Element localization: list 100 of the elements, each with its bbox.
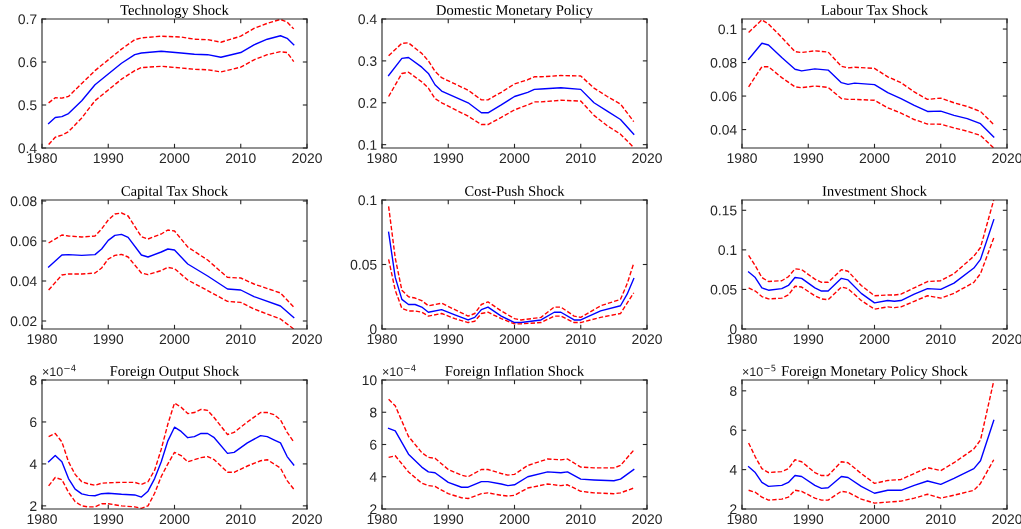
x-tick-label: 2020 — [992, 334, 1021, 345]
x-tick-label: 1990 — [793, 334, 824, 345]
y-tick-label: 4 — [729, 465, 737, 475]
y-tick-label: 0 — [729, 324, 737, 335]
line-series — [47, 253, 295, 329]
x-tick-label: 2000 — [859, 334, 890, 345]
x-tick-label: 2010 — [566, 334, 596, 345]
x-tick-label: 2010 — [566, 153, 596, 164]
y-tick-label: 4 — [29, 459, 37, 469]
line-series — [387, 56, 635, 135]
x-tick-label: 2010 — [566, 514, 596, 525]
line-series — [387, 398, 635, 478]
chart-title: Labour Tax Shock — [821, 4, 929, 15]
y-tick-label: 6 — [30, 417, 37, 428]
x-tick-label: 2010 — [926, 334, 956, 345]
x-tick-label: 2010 — [226, 334, 256, 345]
line-series — [747, 419, 995, 494]
line-series — [387, 71, 635, 148]
y-tick-label: 0.1 — [358, 195, 377, 206]
x-tick-label: 2020 — [632, 334, 662, 345]
y-tick-label: 8 — [370, 407, 377, 418]
y-tick-label: 0.4 — [358, 14, 377, 25]
y-tick-label: 0.08 — [10, 196, 37, 207]
y-tick-label: 4 — [369, 472, 377, 482]
x-tick-label: 2010 — [926, 153, 956, 164]
line-series — [387, 205, 635, 321]
x-tick-label: 1980 — [27, 514, 57, 525]
line-series — [747, 459, 995, 504]
y-tick-label: 0.1 — [718, 24, 737, 35]
x-tick-label: 1980 — [367, 514, 397, 525]
line-series — [47, 212, 295, 308]
line-series — [387, 42, 635, 123]
x-tick-label: 2000 — [159, 334, 190, 345]
line-series — [387, 427, 635, 488]
chart-title: Foreign Monetary Policy Shock — [781, 365, 968, 379]
x-tick-label: 2000 — [159, 514, 190, 525]
line-series — [47, 402, 295, 486]
y-tick-label: 0.08 — [710, 57, 737, 68]
x-tick-label: 1990 — [93, 334, 124, 345]
x-tick-label: 2020 — [632, 514, 662, 525]
x-tick-label: 2010 — [226, 514, 256, 525]
x-tick-label: 1990 — [433, 153, 464, 164]
x-tick-label: 1990 — [433, 514, 464, 525]
x-tick-label: 1980 — [727, 153, 757, 164]
y-tick-label: 0.05 — [710, 284, 737, 295]
x-tick-label: 2000 — [499, 153, 530, 164]
y-tick-label: 0.05 — [350, 259, 377, 270]
x-tick-label: 1990 — [433, 334, 464, 345]
line-series — [747, 237, 995, 310]
line-series — [387, 455, 635, 500]
x-tick-label: 2000 — [859, 153, 890, 164]
y-tick-label: 0.02 — [10, 316, 37, 327]
line-series — [47, 426, 295, 498]
x-tick-label: 2010 — [226, 153, 256, 164]
line-series — [47, 451, 295, 509]
line-series — [747, 200, 995, 297]
text: ×10$^{−4}$ — [382, 364, 416, 377]
line-series — [747, 19, 995, 126]
line-series — [747, 219, 995, 304]
x-tick-label: 2000 — [859, 514, 890, 525]
y-tick-label: 0.5 — [18, 100, 37, 111]
y-tick-label: 10 — [362, 375, 377, 386]
x-tick-label: 1980 — [727, 514, 757, 525]
text: ×10$^{−5}$ — [742, 364, 776, 377]
x-tick-label: 1980 — [27, 153, 57, 164]
chart-title: Technology Shock — [120, 4, 229, 18]
x-tick-label: 1980 — [727, 334, 757, 345]
line-series — [747, 66, 995, 148]
chart-title: Domestic Monetary Policy — [436, 4, 594, 18]
y-tick-label: 0.04 — [10, 276, 37, 287]
x-tick-label: 2020 — [292, 334, 322, 345]
line-series — [47, 35, 295, 125]
x-tick-label: 1990 — [793, 514, 824, 525]
y-tick-label: 6 — [370, 439, 377, 450]
y-tick-label: 2 — [370, 504, 377, 515]
line-series — [747, 380, 995, 485]
line-series — [47, 19, 295, 104]
y-tick-label: 0.4 — [18, 143, 37, 154]
x-tick-label: 1980 — [27, 334, 57, 345]
y-tick-label: 0.7 — [18, 14, 37, 25]
x-tick-label: 1990 — [93, 153, 124, 164]
x-tick-label: 1990 — [93, 514, 124, 525]
y-tick-label: 0.06 — [710, 91, 737, 102]
x-tick-label: 1980 — [367, 153, 397, 164]
y-tick-label: 0.2 — [358, 98, 377, 108]
y-tick-label: 0.1 — [358, 139, 377, 150]
y-tick-label: 0.15 — [710, 205, 737, 216]
y-tick-label: 0.1 — [718, 245, 737, 256]
y-tick-label: 8 — [30, 375, 37, 386]
x-tick-label: 2000 — [159, 153, 190, 164]
x-tick-label: 2010 — [926, 514, 956, 525]
line-series — [47, 233, 295, 319]
line-series — [387, 231, 635, 324]
line-series — [47, 50, 295, 146]
x-tick-label: 2000 — [499, 514, 530, 525]
y-tick-label: 8 — [730, 386, 737, 396]
y-tick-label: 0.06 — [10, 236, 37, 247]
x-tick-label: 2020 — [292, 153, 322, 164]
x-tick-label: 1990 — [793, 153, 824, 164]
y-tick-label: 2 — [30, 501, 37, 511]
